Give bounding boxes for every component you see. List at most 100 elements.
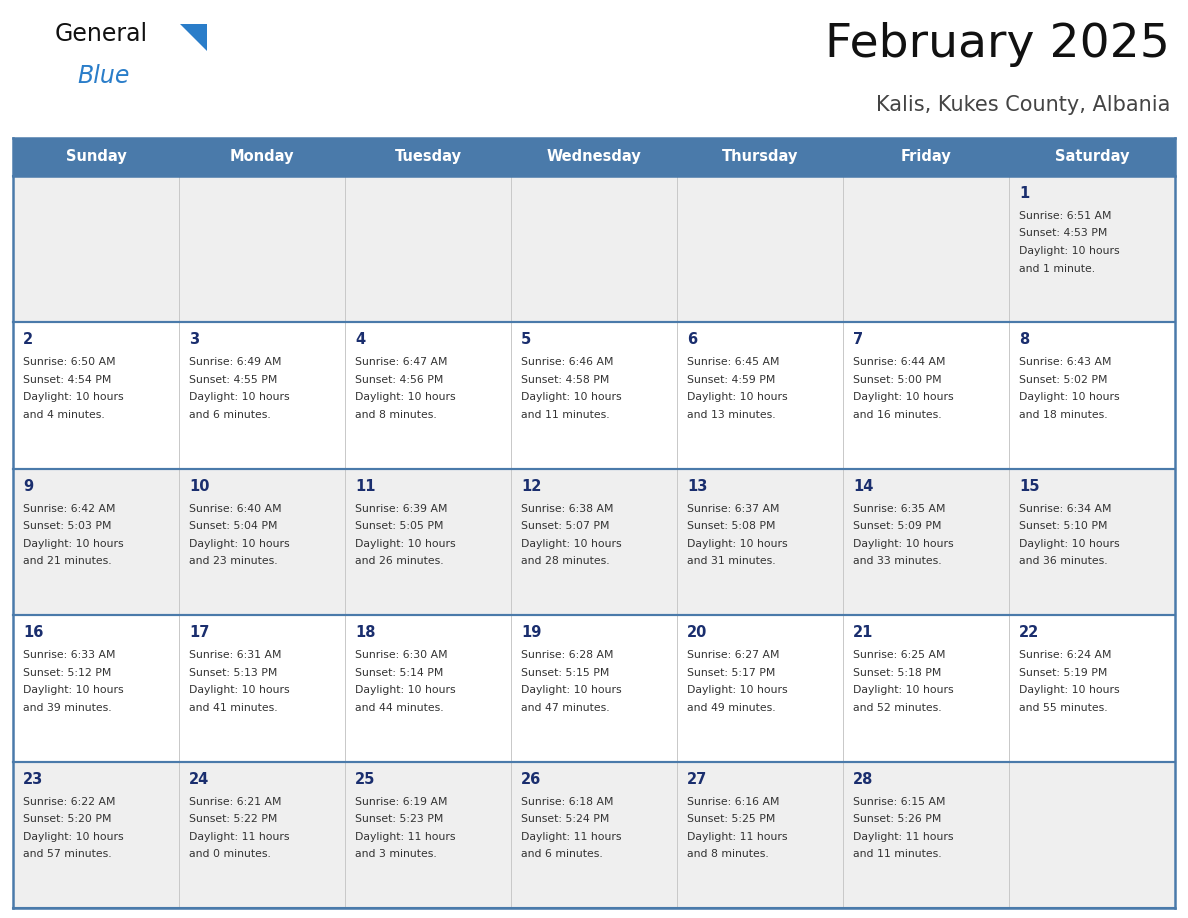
Text: Sunset: 5:09 PM: Sunset: 5:09 PM <box>853 521 942 532</box>
Text: and 8 minutes.: and 8 minutes. <box>687 849 769 859</box>
Text: 8: 8 <box>1019 332 1029 347</box>
Text: Sunrise: 6:35 AM: Sunrise: 6:35 AM <box>853 504 946 514</box>
Text: Daylight: 10 hours: Daylight: 10 hours <box>1019 539 1119 549</box>
Text: Daylight: 11 hours: Daylight: 11 hours <box>687 832 788 842</box>
Text: 27: 27 <box>687 772 707 787</box>
Text: Sunset: 5:02 PM: Sunset: 5:02 PM <box>1019 375 1107 385</box>
Text: Monday: Monday <box>229 150 295 164</box>
Text: and 33 minutes.: and 33 minutes. <box>853 556 942 566</box>
Text: and 18 minutes.: and 18 minutes. <box>1019 410 1107 420</box>
Text: Sunset: 4:59 PM: Sunset: 4:59 PM <box>687 375 776 385</box>
Text: Sunrise: 6:27 AM: Sunrise: 6:27 AM <box>687 650 779 660</box>
Text: Daylight: 10 hours: Daylight: 10 hours <box>355 685 456 695</box>
Text: Sunset: 5:24 PM: Sunset: 5:24 PM <box>522 814 609 824</box>
Text: and 4 minutes.: and 4 minutes. <box>23 410 105 420</box>
Text: Daylight: 10 hours: Daylight: 10 hours <box>355 539 456 549</box>
Text: Daylight: 10 hours: Daylight: 10 hours <box>1019 392 1119 402</box>
Text: Daylight: 10 hours: Daylight: 10 hours <box>1019 685 1119 695</box>
Text: Sunset: 5:23 PM: Sunset: 5:23 PM <box>355 814 443 824</box>
Text: and 47 minutes.: and 47 minutes. <box>522 702 609 712</box>
Text: Sunrise: 6:44 AM: Sunrise: 6:44 AM <box>853 357 946 367</box>
Text: Sunrise: 6:47 AM: Sunrise: 6:47 AM <box>355 357 448 367</box>
Text: and 44 minutes.: and 44 minutes. <box>355 702 443 712</box>
Text: Sunset: 5:10 PM: Sunset: 5:10 PM <box>1019 521 1107 532</box>
Text: 25: 25 <box>355 772 375 787</box>
Text: Sunset: 5:12 PM: Sunset: 5:12 PM <box>23 667 112 677</box>
Text: Sunrise: 6:16 AM: Sunrise: 6:16 AM <box>687 797 779 807</box>
Text: Daylight: 11 hours: Daylight: 11 hours <box>522 832 621 842</box>
Text: and 26 minutes.: and 26 minutes. <box>355 556 443 566</box>
Text: 16: 16 <box>23 625 44 640</box>
Text: 5: 5 <box>522 332 531 347</box>
Bar <box>511 138 677 176</box>
Text: Sunrise: 6:40 AM: Sunrise: 6:40 AM <box>189 504 282 514</box>
Text: Daylight: 10 hours: Daylight: 10 hours <box>355 392 456 402</box>
Text: 18: 18 <box>355 625 375 640</box>
Text: and 57 minutes.: and 57 minutes. <box>23 849 112 859</box>
Text: Sunrise: 6:45 AM: Sunrise: 6:45 AM <box>687 357 779 367</box>
Text: Daylight: 10 hours: Daylight: 10 hours <box>23 832 124 842</box>
Text: Daylight: 10 hours: Daylight: 10 hours <box>189 685 290 695</box>
Text: Sunrise: 6:25 AM: Sunrise: 6:25 AM <box>853 650 946 660</box>
Text: Daylight: 10 hours: Daylight: 10 hours <box>853 539 954 549</box>
Text: 2: 2 <box>23 332 33 347</box>
Text: Sunset: 5:13 PM: Sunset: 5:13 PM <box>189 667 277 677</box>
Text: Wednesday: Wednesday <box>546 150 642 164</box>
Text: Sunrise: 6:33 AM: Sunrise: 6:33 AM <box>23 650 115 660</box>
Text: 9: 9 <box>23 479 33 494</box>
Text: 14: 14 <box>853 479 873 494</box>
Text: February 2025: February 2025 <box>826 22 1170 67</box>
Text: and 52 minutes.: and 52 minutes. <box>853 702 942 712</box>
Text: Sunrise: 6:43 AM: Sunrise: 6:43 AM <box>1019 357 1112 367</box>
Text: and 55 minutes.: and 55 minutes. <box>1019 702 1107 712</box>
Text: Sunrise: 6:37 AM: Sunrise: 6:37 AM <box>687 504 779 514</box>
Text: Sunrise: 6:18 AM: Sunrise: 6:18 AM <box>522 797 613 807</box>
Text: Daylight: 10 hours: Daylight: 10 hours <box>23 539 124 549</box>
Text: and 8 minutes.: and 8 minutes. <box>355 410 437 420</box>
Text: Thursday: Thursday <box>722 150 798 164</box>
Text: and 3 minutes.: and 3 minutes. <box>355 849 437 859</box>
Text: Sunset: 5:17 PM: Sunset: 5:17 PM <box>687 667 776 677</box>
Text: Sunrise: 6:50 AM: Sunrise: 6:50 AM <box>23 357 115 367</box>
Text: Sunset: 5:08 PM: Sunset: 5:08 PM <box>687 521 776 532</box>
Bar <box>677 138 843 176</box>
Text: 22: 22 <box>1019 625 1040 640</box>
Text: and 36 minutes.: and 36 minutes. <box>1019 556 1107 566</box>
Text: Sunset: 5:00 PM: Sunset: 5:00 PM <box>853 375 942 385</box>
Text: Sunset: 4:58 PM: Sunset: 4:58 PM <box>522 375 609 385</box>
Bar <box>345 138 511 176</box>
Text: 19: 19 <box>522 625 542 640</box>
Text: and 6 minutes.: and 6 minutes. <box>189 410 271 420</box>
Text: 10: 10 <box>189 479 209 494</box>
Text: Sunset: 5:22 PM: Sunset: 5:22 PM <box>189 814 277 824</box>
Text: 1: 1 <box>1019 186 1029 201</box>
Text: Sunset: 5:05 PM: Sunset: 5:05 PM <box>355 521 443 532</box>
Text: Sunset: 5:04 PM: Sunset: 5:04 PM <box>189 521 278 532</box>
Text: and 39 minutes.: and 39 minutes. <box>23 702 112 712</box>
Text: 3: 3 <box>189 332 200 347</box>
Text: Daylight: 10 hours: Daylight: 10 hours <box>853 685 954 695</box>
Text: 28: 28 <box>853 772 873 787</box>
Text: and 21 minutes.: and 21 minutes. <box>23 556 112 566</box>
Bar <box>1009 138 1175 176</box>
Text: and 0 minutes.: and 0 minutes. <box>189 849 271 859</box>
Bar <box>13 138 179 176</box>
Text: 11: 11 <box>355 479 375 494</box>
Text: 7: 7 <box>853 332 864 347</box>
Text: Sunrise: 6:28 AM: Sunrise: 6:28 AM <box>522 650 613 660</box>
Text: 20: 20 <box>687 625 707 640</box>
Text: 21: 21 <box>853 625 873 640</box>
Text: Sunset: 4:53 PM: Sunset: 4:53 PM <box>1019 229 1107 239</box>
Text: Sunrise: 6:49 AM: Sunrise: 6:49 AM <box>189 357 282 367</box>
Text: and 49 minutes.: and 49 minutes. <box>687 702 776 712</box>
Text: Daylight: 10 hours: Daylight: 10 hours <box>522 539 621 549</box>
Bar <box>13 762 1175 908</box>
Text: Sunset: 5:25 PM: Sunset: 5:25 PM <box>687 814 776 824</box>
Text: Daylight: 10 hours: Daylight: 10 hours <box>189 392 290 402</box>
Text: 17: 17 <box>189 625 209 640</box>
Text: 12: 12 <box>522 479 542 494</box>
Text: Daylight: 10 hours: Daylight: 10 hours <box>1019 246 1119 256</box>
Text: Daylight: 11 hours: Daylight: 11 hours <box>853 832 954 842</box>
Text: Daylight: 10 hours: Daylight: 10 hours <box>853 392 954 402</box>
Text: 4: 4 <box>355 332 365 347</box>
